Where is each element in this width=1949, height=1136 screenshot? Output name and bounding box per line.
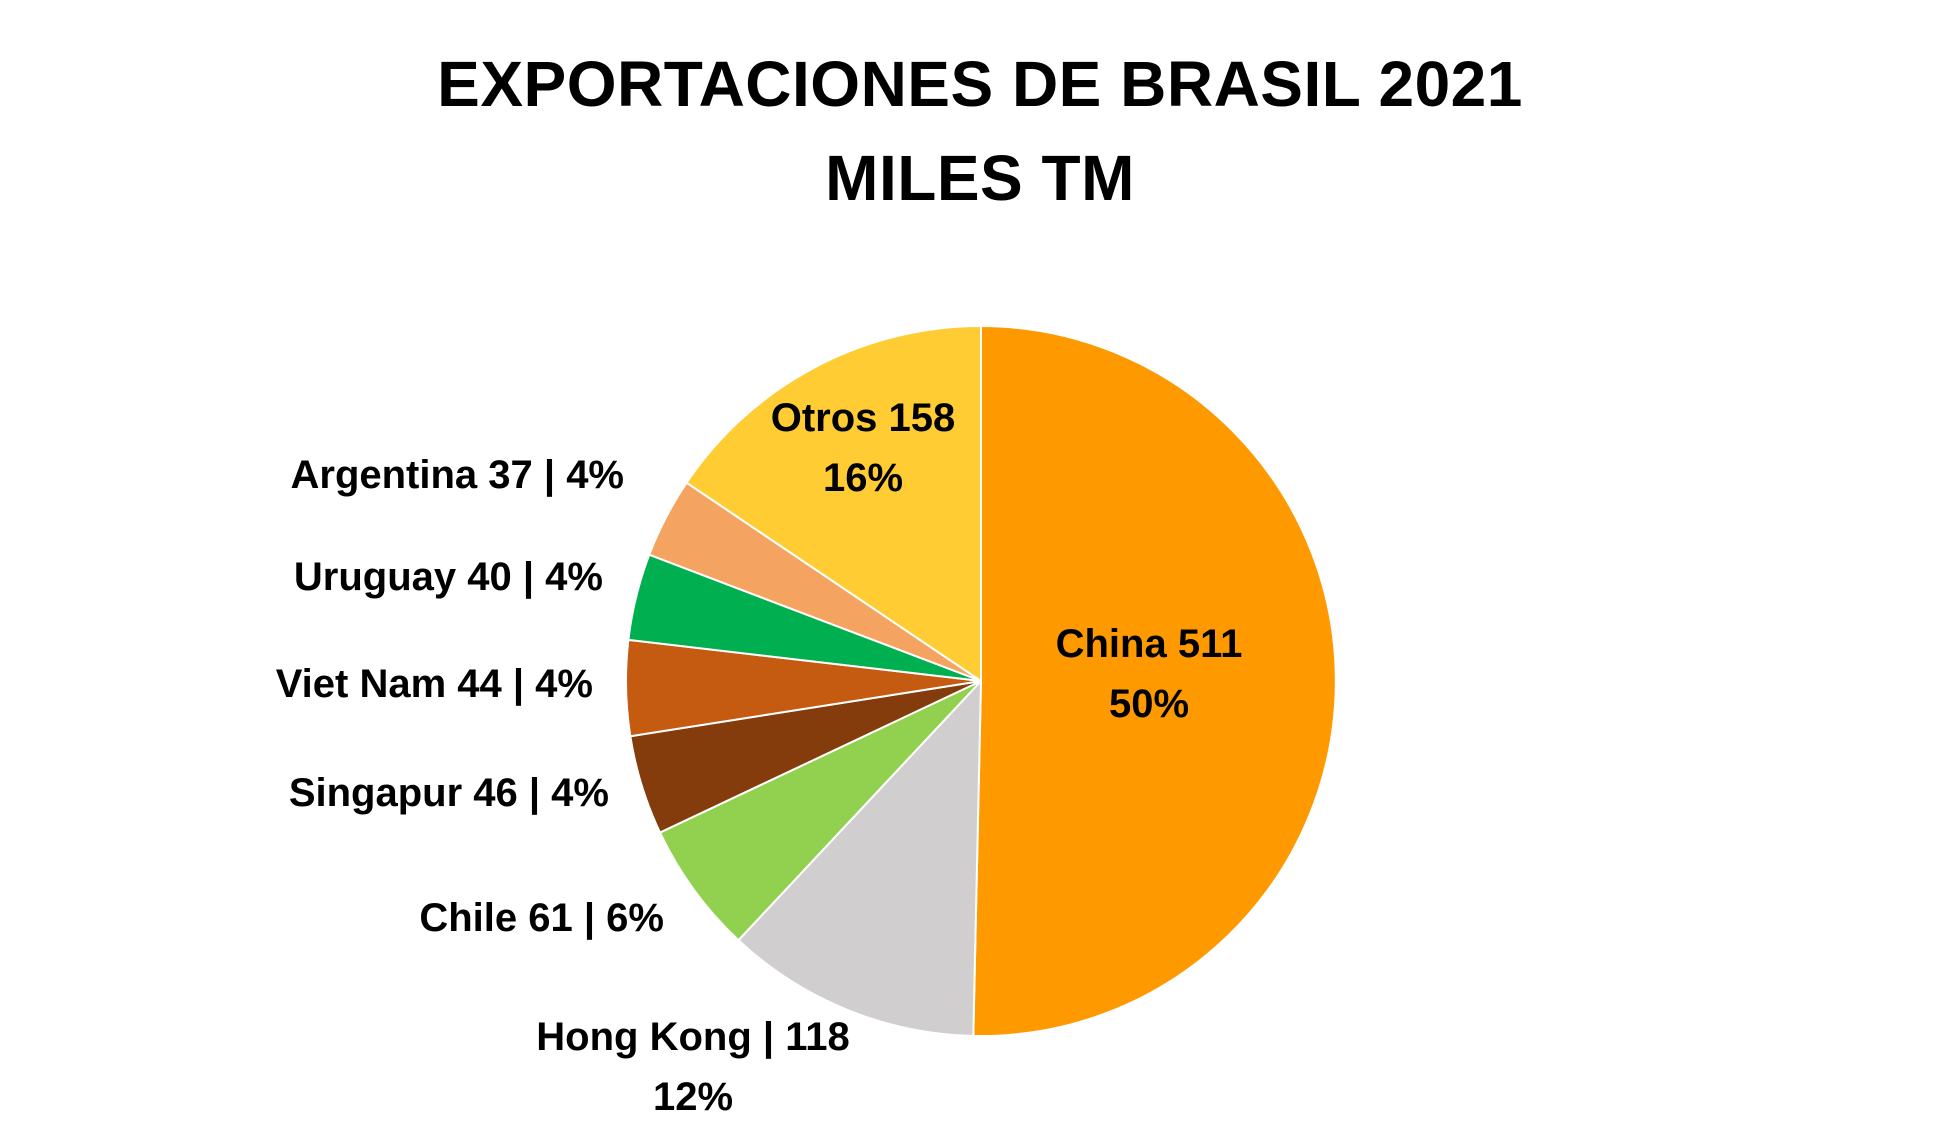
pie-slices — [625, 324, 1337, 1037]
data-label-hong-kong: Hong Kong | 118 12% — [536, 1015, 849, 1119]
data-label-uruguay: Uruguay 40 | 4% — [294, 555, 603, 599]
pie-slice-hong-kong — [737, 678, 983, 1037]
pie-slice-china — [972, 324, 1337, 1037]
data-label-argentina: Argentina 37 | 4% — [290, 453, 624, 497]
pie-slice-otros — [685, 324, 982, 683]
pie-slice-chile — [658, 680, 982, 942]
data-label-singapur: Singapur 46 | 4% — [289, 771, 609, 815]
data-label-china: China 511 50% — [1056, 622, 1243, 726]
data-label-chile: Chile 61 | 6% — [419, 896, 664, 940]
chart-subtitle: MILES TM — [825, 142, 1135, 214]
data-label-viet-nam: Viet Nam 44 | 4% — [276, 662, 593, 706]
chart-title: EXPORTACIONES DE BRASIL 2021 — [437, 48, 1523, 120]
data-label-otros: Otros 158 16% — [771, 396, 956, 500]
pie-labels: China 511 50% Hong Kong | 118 12% Chile 61 |… — [276, 396, 1243, 1119]
